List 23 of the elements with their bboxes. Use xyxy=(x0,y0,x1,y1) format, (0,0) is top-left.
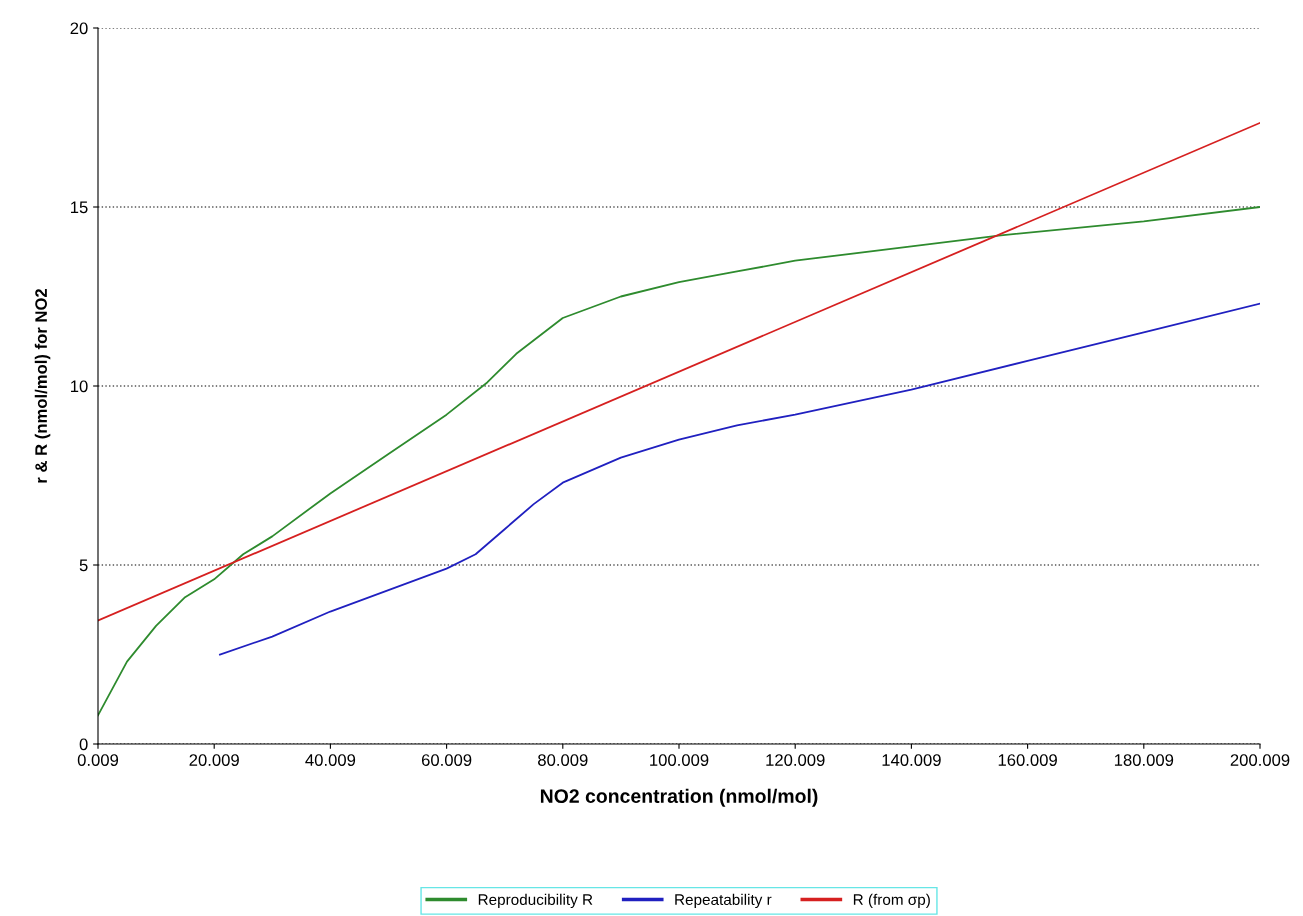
x-tick-label: 0.009 xyxy=(77,754,119,766)
x-tick-label: 60.009 xyxy=(421,754,472,766)
x-tick-label: 80.009 xyxy=(538,754,588,766)
x-tick-label: 180.009 xyxy=(1114,754,1174,766)
y-axis-title: r & R (nmol/mol) for NO2 xyxy=(34,288,51,483)
x-tick-label: 200.009 xyxy=(1230,754,1290,766)
legend-label: Repeatability r xyxy=(675,893,772,909)
x-tick-label: 120.009 xyxy=(766,754,825,766)
x-tick-label: 160.009 xyxy=(998,754,1057,766)
x-tick-label: 100.009 xyxy=(650,754,709,766)
line-series xyxy=(219,302,1260,656)
x-tick-label: 20.009 xyxy=(189,754,239,766)
y-tick-label: 20 xyxy=(70,22,88,35)
legend-label: Reproducibility R xyxy=(478,893,593,909)
legend-label: R (from σp) xyxy=(853,893,930,909)
x-tick-label: 140.009 xyxy=(882,754,941,766)
y-tick-label: 10 xyxy=(71,380,88,393)
line-series xyxy=(98,206,1260,717)
y-tick-label: 15 xyxy=(71,201,88,214)
x-tick-label: 40.009 xyxy=(305,754,356,766)
x-axis-title: NO2 concentration (nmol/mol) xyxy=(540,788,818,807)
y-tick-label: 5 xyxy=(79,559,88,572)
y-tick-label: 0 xyxy=(79,738,88,751)
